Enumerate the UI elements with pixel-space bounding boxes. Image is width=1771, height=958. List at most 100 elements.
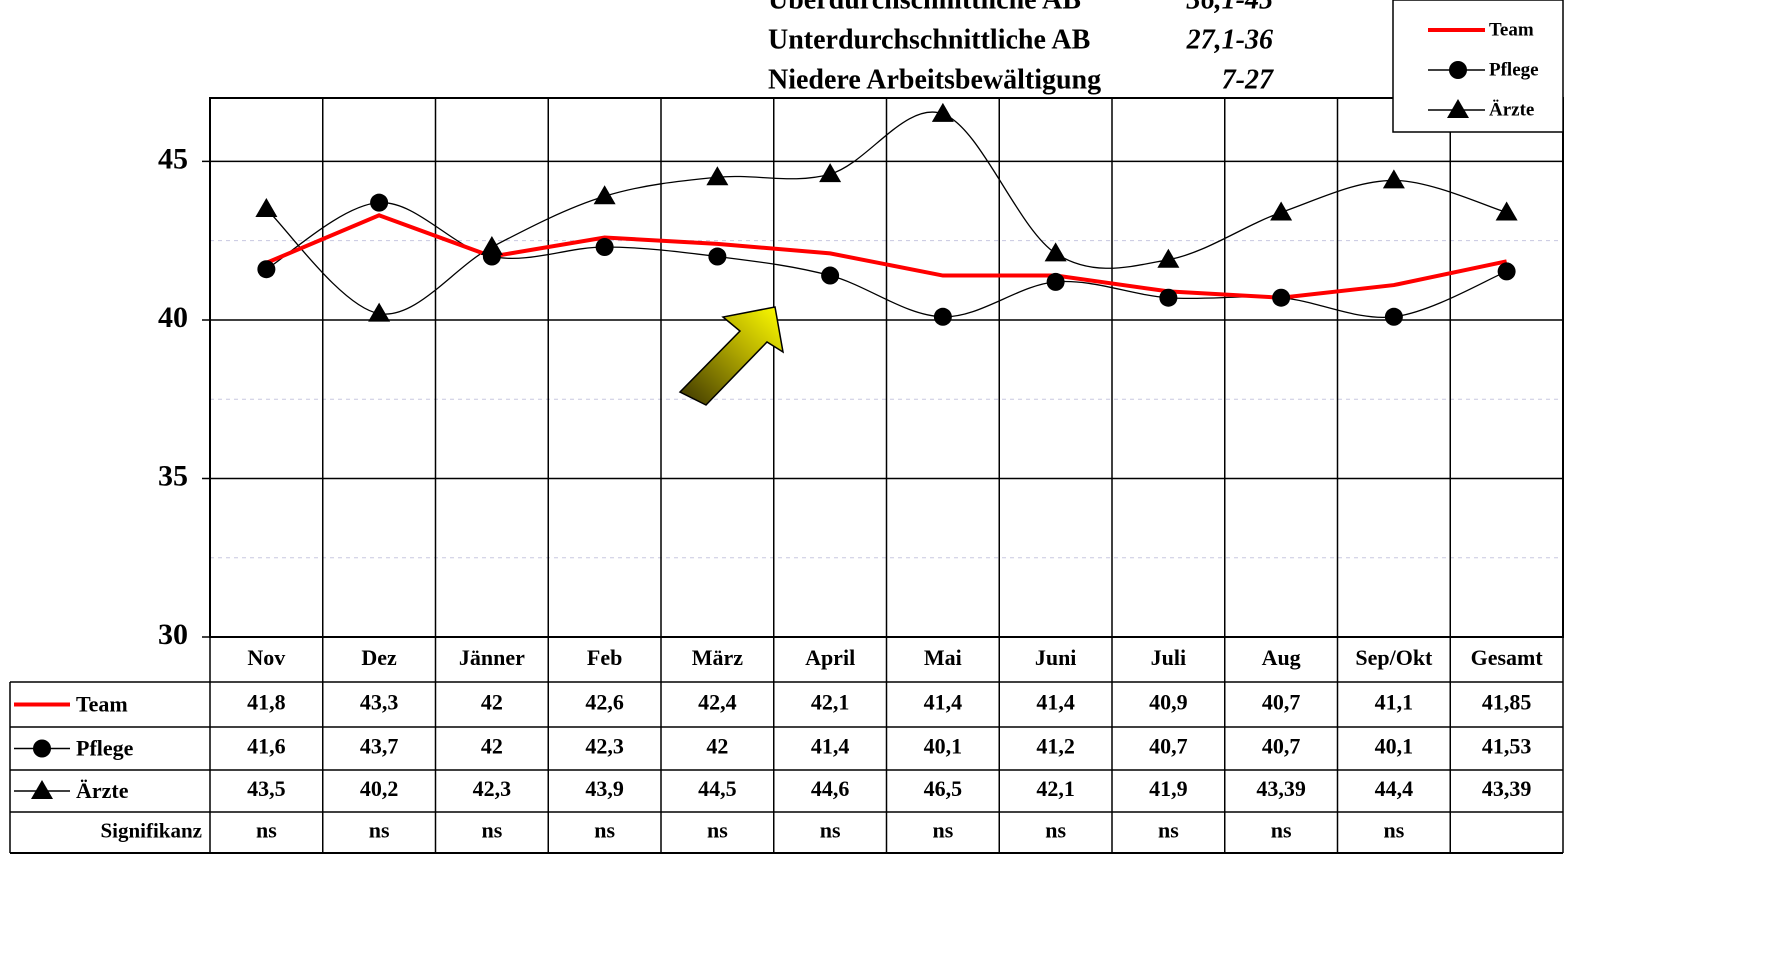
point bbox=[1497, 262, 1516, 281]
table-value: 44,4 bbox=[1375, 776, 1414, 801]
x-tick-label: Jänner bbox=[459, 645, 525, 670]
highlight-arrow bbox=[678, 306, 785, 406]
annotation-label: Überdurchschnittliche AB bbox=[768, 0, 1081, 15]
table-value: 41,4 bbox=[1036, 690, 1075, 715]
point bbox=[1495, 201, 1518, 221]
point bbox=[1157, 248, 1180, 268]
legend-label: Team bbox=[1489, 19, 1534, 40]
x-tick-label: Gesamt bbox=[1471, 645, 1544, 670]
row-label: Signifikanz bbox=[100, 818, 202, 842]
table-value: 42,1 bbox=[1036, 776, 1075, 801]
table-value: ns bbox=[1045, 818, 1066, 843]
table-value: ns bbox=[481, 818, 502, 843]
x-tick-label: Juli bbox=[1151, 645, 1186, 670]
point bbox=[1272, 288, 1291, 307]
table-value: 41,8 bbox=[247, 690, 286, 715]
table-value: 43,5 bbox=[247, 776, 286, 801]
point bbox=[1384, 307, 1403, 326]
point bbox=[1046, 272, 1065, 291]
annotation-range: 36,1-45 bbox=[1186, 0, 1273, 15]
x-tick-label: Nov bbox=[247, 645, 285, 670]
table-value: 40,2 bbox=[360, 776, 399, 801]
legend-label: Ärzte bbox=[1489, 99, 1534, 120]
point bbox=[1382, 169, 1405, 189]
table-value: 42 bbox=[706, 734, 728, 759]
table-value: 40,7 bbox=[1262, 734, 1301, 759]
point bbox=[1447, 99, 1469, 118]
table-value: ns bbox=[820, 818, 841, 843]
point bbox=[31, 780, 53, 799]
point bbox=[1449, 61, 1467, 79]
point bbox=[819, 163, 842, 183]
x-tick-label: Feb bbox=[587, 645, 622, 670]
y-tick-label: 35 bbox=[158, 459, 188, 492]
point bbox=[593, 185, 616, 205]
table-value: ns bbox=[369, 818, 390, 843]
table-value: ns bbox=[707, 818, 728, 843]
x-tick-label: Juni bbox=[1035, 645, 1077, 670]
table-value: 42 bbox=[481, 690, 503, 715]
series-line bbox=[265, 213, 1508, 300]
point bbox=[368, 302, 391, 322]
point bbox=[255, 197, 278, 217]
point bbox=[1159, 288, 1178, 307]
y-tick-label: 30 bbox=[158, 618, 188, 651]
table-value: 42,4 bbox=[698, 690, 737, 715]
table-value: 40,7 bbox=[1262, 690, 1301, 715]
row-label: Ärzte bbox=[76, 778, 129, 803]
table-value: 41,2 bbox=[1036, 734, 1075, 759]
table-value: 42,3 bbox=[473, 776, 512, 801]
table-value: 42,1 bbox=[811, 690, 850, 715]
table-value: 42 bbox=[481, 734, 503, 759]
table-value: 40,9 bbox=[1149, 690, 1188, 715]
table-value: 41,9 bbox=[1149, 776, 1188, 801]
row-label: Pflege bbox=[76, 736, 134, 761]
table-value: 43,9 bbox=[585, 776, 624, 801]
table-value: 44,5 bbox=[698, 776, 737, 801]
point bbox=[706, 166, 729, 186]
y-tick-label: 40 bbox=[158, 301, 188, 334]
table-value: 43,7 bbox=[360, 734, 399, 759]
point bbox=[370, 193, 389, 212]
table-value: ns bbox=[1271, 818, 1292, 843]
point bbox=[257, 260, 276, 279]
point bbox=[33, 739, 51, 758]
table-value: ns bbox=[256, 818, 277, 843]
table-value: 40,7 bbox=[1149, 734, 1188, 759]
table-value: 42,6 bbox=[585, 690, 624, 715]
y-tick-label: 45 bbox=[158, 142, 188, 175]
table-value: 41,4 bbox=[924, 690, 963, 715]
table-value: ns bbox=[1158, 818, 1179, 843]
point bbox=[1044, 242, 1067, 262]
table-value: 46,5 bbox=[924, 776, 963, 801]
point bbox=[708, 247, 727, 266]
point bbox=[933, 307, 952, 326]
legend-label: Pflege bbox=[1489, 59, 1539, 80]
point bbox=[821, 266, 840, 285]
table-value: 41,6 bbox=[247, 734, 286, 759]
table-value: 43,3 bbox=[360, 690, 399, 715]
annotation-label: Niedere Arbeitsbewältigung bbox=[768, 64, 1101, 95]
x-tick-label: Sep/Okt bbox=[1355, 645, 1433, 670]
x-tick-label: März bbox=[692, 645, 744, 670]
table-value: 41,85 bbox=[1482, 690, 1532, 715]
table-value: 43,39 bbox=[1482, 776, 1532, 801]
point bbox=[480, 236, 503, 256]
point bbox=[931, 102, 954, 122]
table-value: ns bbox=[594, 818, 615, 843]
table-value: 43,39 bbox=[1256, 776, 1306, 801]
table-value: 40,1 bbox=[924, 734, 963, 759]
point bbox=[1270, 201, 1293, 221]
annotation-label: Unterdurchschnittliche AB bbox=[768, 24, 1090, 55]
table-value: 42,3 bbox=[585, 734, 624, 759]
annotation-range: 7-27 bbox=[1222, 64, 1274, 95]
table-value: 41,4 bbox=[811, 734, 850, 759]
table-value: 41,53 bbox=[1482, 734, 1532, 759]
x-tick-label: Aug bbox=[1262, 645, 1301, 670]
annotation-range: 27,1-36 bbox=[1186, 24, 1273, 55]
x-tick-label: Mai bbox=[924, 645, 962, 670]
x-tick-label: April bbox=[805, 645, 855, 670]
table-value: ns bbox=[1383, 818, 1404, 843]
